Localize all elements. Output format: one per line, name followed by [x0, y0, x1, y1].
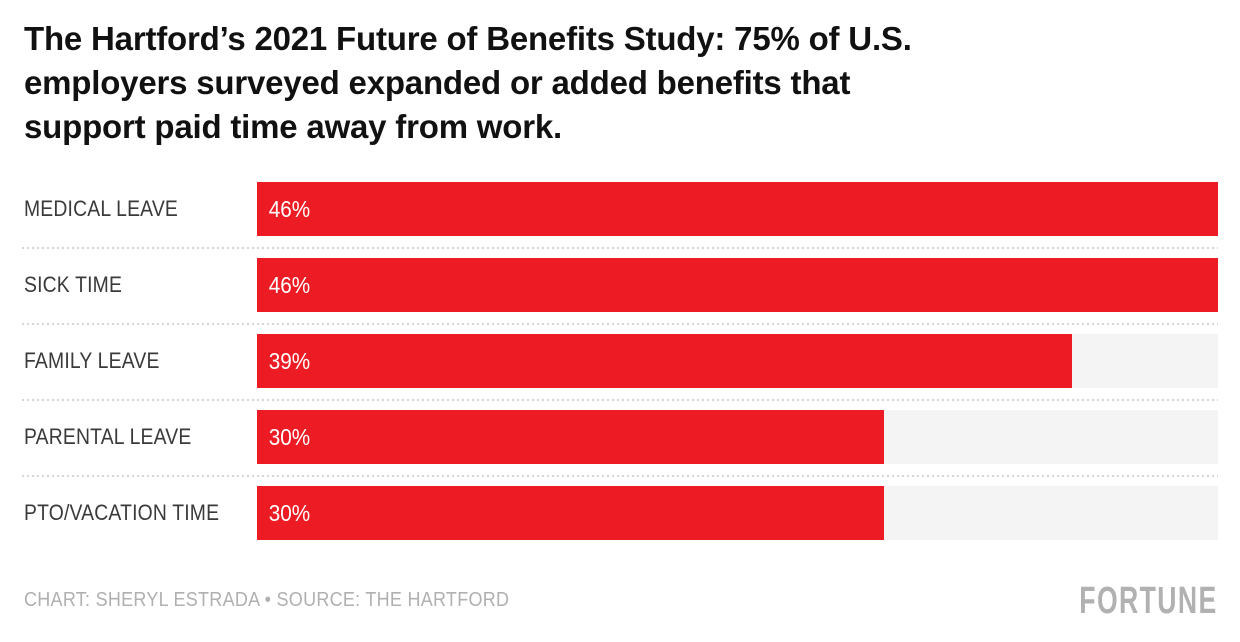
bar-value-label: 46%: [268, 271, 311, 298]
category-label: PARENTAL LEAVE: [24, 410, 257, 464]
chart-row: MEDICAL LEAVE 46%: [22, 182, 1218, 249]
bar-value-label: 30%: [268, 499, 311, 526]
category-label-text: FAMILY LEAVE: [24, 348, 160, 373]
bar-chart: MEDICAL LEAVE 46% SICK TIME 46% FAMILY L…: [22, 182, 1218, 540]
bar-track: 30%: [257, 486, 1218, 540]
chart-row: PARENTAL LEAVE 30%: [22, 410, 1218, 477]
category-label-text: PARENTAL LEAVE: [24, 424, 192, 449]
chart-row: FAMILY LEAVE 39%: [22, 334, 1218, 401]
bar: 30%: [257, 486, 884, 540]
bar: 39%: [257, 334, 1072, 388]
bar-value-label: 39%: [268, 347, 311, 374]
bar: 30%: [257, 410, 884, 464]
chart-rows: MEDICAL LEAVE 46% SICK TIME 46% FAMILY L…: [22, 182, 1218, 540]
chart-row: PTO/VACATION TIME 30%: [24, 486, 1218, 540]
category-label: FAMILY LEAVE: [24, 334, 257, 388]
fortune-logo: FORTUNE: [1079, 580, 1218, 622]
category-label-text: MEDICAL LEAVE: [24, 196, 178, 221]
category-label: PTO/VACATION TIME: [24, 486, 257, 540]
category-label: SICK TIME: [24, 258, 257, 312]
bar: 46%: [257, 258, 1218, 312]
category-label: MEDICAL LEAVE: [24, 182, 257, 236]
chart-row: SICK TIME 46%: [22, 258, 1218, 325]
bar-track: 46%: [257, 258, 1218, 312]
bar-value-label: 46%: [268, 195, 311, 222]
bar-track: 39%: [257, 334, 1218, 388]
category-label-text: SICK TIME: [24, 272, 123, 297]
chart-title: The Hartford’s 2021 Future of Benefits S…: [24, 20, 912, 145]
bar-track: 46%: [257, 182, 1218, 236]
category-label-text: PTO/VACATION TIME: [24, 500, 220, 525]
bar-value-label: 30%: [268, 423, 311, 450]
bar: 46%: [257, 182, 1218, 236]
bar-track: 30%: [257, 410, 1218, 464]
credit-line: CHART: SHERYL ESTRADA • SOURCE: THE HART…: [24, 589, 510, 611]
